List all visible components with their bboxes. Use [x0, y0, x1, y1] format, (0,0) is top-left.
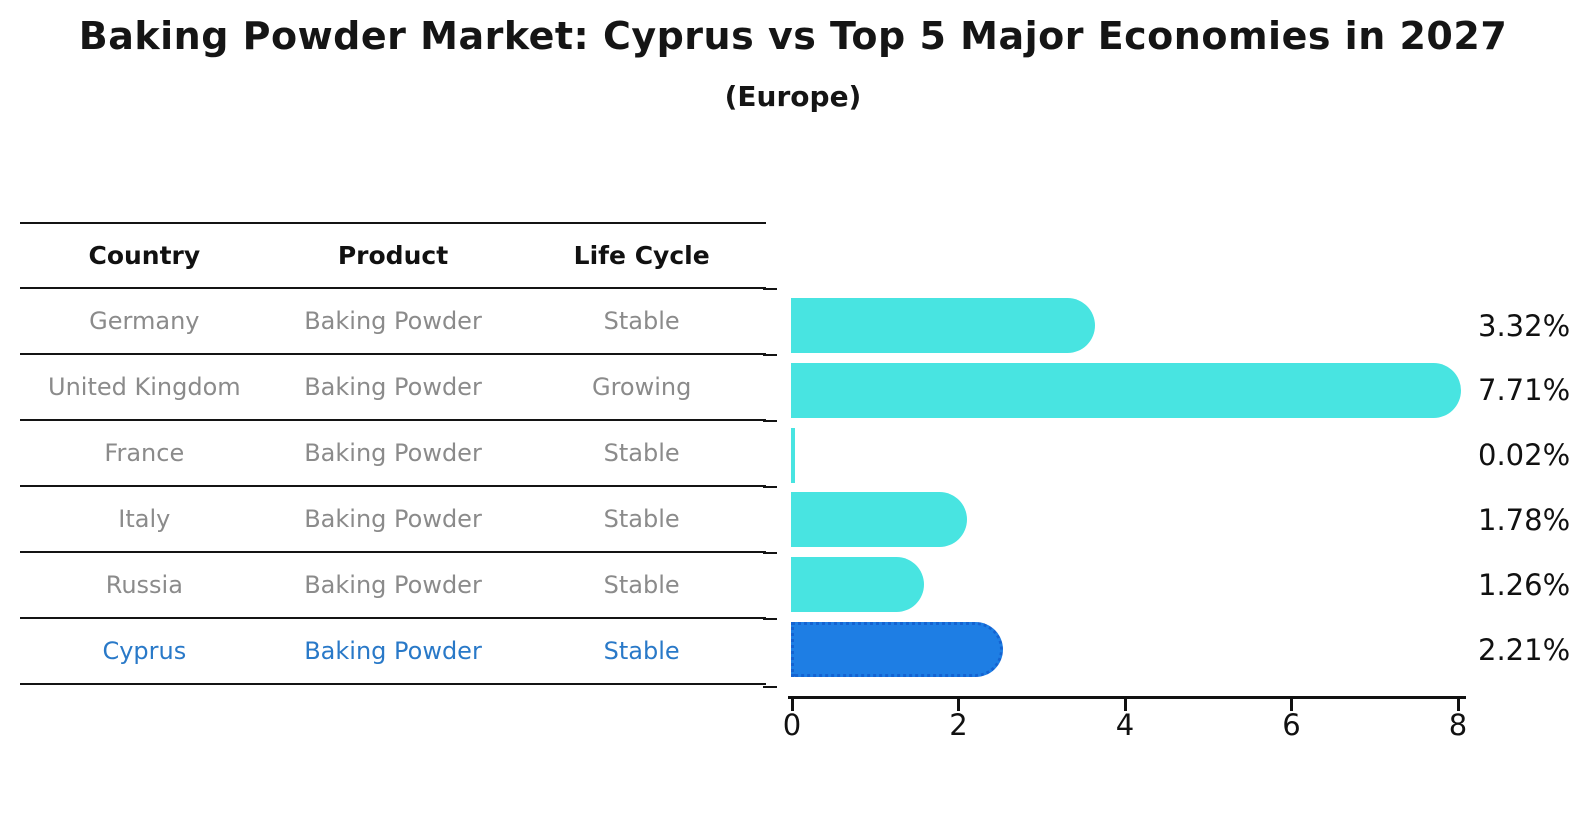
value-label: 1.78% — [1478, 502, 1571, 537]
header-lifecycle: Life Cycle — [573, 241, 710, 270]
table-row: Cyprus Baking Powder Stable — [20, 619, 766, 685]
x-axis-tick — [957, 697, 960, 711]
cell-lifecycle: Stable — [603, 571, 680, 599]
x-axis-tick — [1290, 697, 1293, 711]
table-body: Germany Baking Powder Stable United Kingdom… — [20, 289, 766, 685]
table-row: United Kingdom Baking Powder Growing — [20, 355, 766, 421]
header-product: Product — [337, 241, 449, 270]
x-axis-tick — [790, 697, 794, 711]
y-axis-tick — [763, 686, 777, 688]
cell-product: Baking Powder — [304, 439, 482, 467]
table-row: Germany Baking Powder Stable — [20, 289, 766, 355]
table-header-row: Country Product Life Cycle — [20, 224, 766, 289]
cell-lifecycle: Growing — [591, 373, 692, 401]
cell-lifecycle: Stable — [603, 637, 680, 665]
cell-country: Italy — [118, 505, 171, 533]
y-axis-tick — [763, 354, 777, 356]
cell-lifecycle: Stable — [603, 307, 680, 335]
cell-product: Baking Powder — [304, 307, 482, 335]
x-axis-tick-label: 6 — [1282, 708, 1301, 742]
country-table: Country Product Life Cycle Germany Baking… — [20, 222, 766, 685]
cell-lifecycle: Stable — [603, 505, 680, 533]
x-axis-tick-label: 8 — [1448, 708, 1468, 742]
bar-france — [791, 427, 795, 483]
value-label: 7.71% — [1478, 373, 1571, 408]
cell-product: Baking Powder — [304, 373, 482, 401]
y-axis-tick — [763, 486, 777, 488]
header-country: Country — [88, 241, 201, 270]
x-axis-tick-label: 4 — [1115, 708, 1135, 742]
table-row: France Baking Powder Stable — [20, 421, 766, 487]
cell-country: Germany — [89, 307, 200, 335]
y-axis-tick — [763, 420, 777, 422]
cell-lifecycle: Stable — [603, 439, 680, 467]
x-axis-tick — [1123, 697, 1127, 711]
cell-product: Baking Powder — [304, 505, 482, 533]
cell-product: Baking Powder — [304, 571, 482, 599]
value-label: 0.02% — [1478, 438, 1571, 473]
cell-country: Cyprus — [102, 637, 187, 665]
table-row: Russia Baking Powder Stable — [20, 553, 766, 619]
cell-product: Baking Powder — [304, 637, 482, 665]
bar-italy — [791, 492, 968, 548]
value-label: 2.21% — [1478, 632, 1571, 667]
y-axis-tick — [763, 288, 777, 290]
chart-title: Baking Powder Market: Cyprus vs Top 5 Ma… — [78, 14, 1508, 58]
x-axis-tick-label: 2 — [949, 708, 968, 742]
value-label: 3.32% — [1478, 308, 1571, 343]
table-row: Italy Baking Powder Stable — [20, 487, 766, 553]
x-axis-line — [788, 696, 1466, 699]
value-label: 1.26% — [1478, 567, 1571, 602]
cell-country: United Kingdom — [48, 373, 241, 401]
y-axis-tick — [763, 552, 777, 554]
x-axis-tick — [1456, 697, 1460, 711]
bar-russia — [791, 557, 924, 613]
y-axis-tick — [763, 618, 777, 620]
bar-germany — [791, 298, 1096, 353]
bar-united-kingdom — [791, 362, 1461, 418]
x-axis-tick-label: 0 — [782, 708, 802, 742]
bar-cyprus — [791, 622, 1003, 677]
cell-country: Russia — [105, 571, 183, 599]
chart-subtitle: (Europe) — [724, 80, 862, 113]
cell-country: France — [104, 439, 185, 467]
